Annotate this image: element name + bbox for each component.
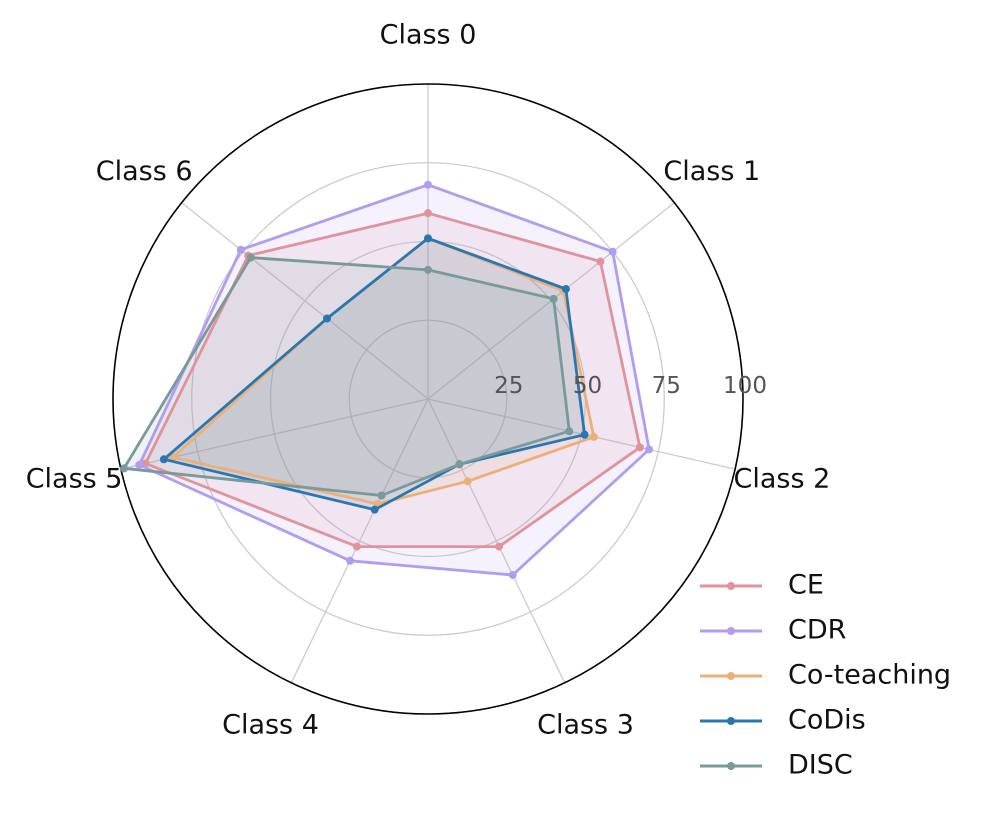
series-point-1-1 bbox=[608, 247, 617, 256]
category-label: Class 4 bbox=[222, 710, 319, 741]
series-line-4 bbox=[122, 256, 571, 497]
outer-frame bbox=[112, 83, 744, 715]
series-point-3-5 bbox=[159, 455, 168, 464]
series-point-1-0 bbox=[424, 180, 432, 189]
series-point-0-1 bbox=[596, 257, 605, 266]
category-label: Class 5 bbox=[26, 463, 123, 494]
axis-labels: 25 50 75 100 Class 0 Class 1 Class 2 Class 3 Cla… bbox=[26, 20, 831, 741]
series-point-4-2 bbox=[565, 427, 574, 436]
legend-label: CoDis bbox=[788, 705, 866, 736]
series-point-1-4 bbox=[346, 556, 355, 565]
series-point-2-3 bbox=[463, 477, 472, 486]
series-point-0-3 bbox=[495, 542, 504, 551]
series-point-4-6 bbox=[246, 253, 255, 262]
series-point-1-3 bbox=[508, 570, 517, 579]
category-label: Class 1 bbox=[663, 156, 760, 187]
series-area-3 bbox=[163, 238, 585, 510]
category-label: Class 3 bbox=[537, 710, 634, 741]
legend-marker bbox=[727, 672, 735, 680]
series-point-3-2 bbox=[580, 430, 589, 439]
series-point-4-4 bbox=[377, 491, 386, 500]
legend-label: DISC bbox=[788, 750, 853, 781]
legend-marker bbox=[727, 717, 735, 725]
series-point-3-1 bbox=[561, 285, 570, 294]
radial-tick-label: 100 bbox=[723, 373, 767, 399]
category-label: Class 2 bbox=[734, 463, 831, 494]
legend-label: CE bbox=[788, 570, 824, 601]
circular-gridline bbox=[191, 162, 665, 636]
grid-layer bbox=[112, 83, 744, 715]
series-lines bbox=[119, 180, 654, 579]
category-label: Class 0 bbox=[380, 20, 477, 51]
series-point-4-5 bbox=[119, 464, 128, 473]
category-label: Class 6 bbox=[96, 156, 193, 187]
series-point-0-0 bbox=[424, 209, 432, 218]
series-area-4 bbox=[124, 257, 570, 496]
legend-marker bbox=[727, 627, 735, 635]
series-point-0-2 bbox=[635, 443, 644, 452]
series-point-4-3 bbox=[455, 460, 464, 469]
series-point-3-4 bbox=[370, 505, 379, 514]
series-point-1-2 bbox=[645, 445, 654, 454]
radial-tick-label: 75 bbox=[652, 373, 681, 399]
series-point-4-1 bbox=[549, 294, 558, 303]
series-line-3 bbox=[162, 236, 586, 512]
series-point-2-5 bbox=[169, 453, 178, 462]
series-line-1 bbox=[137, 183, 651, 577]
series-point-2-2 bbox=[589, 432, 598, 441]
legend-label: Co-teaching bbox=[788, 660, 951, 691]
series-point-0-4 bbox=[352, 542, 361, 551]
series-fills bbox=[124, 184, 650, 576]
legend: CE CDR Co-teaching CoDis DISC bbox=[700, 570, 951, 781]
legend-marker bbox=[727, 582, 735, 590]
radial-tick-label: 50 bbox=[573, 373, 602, 399]
series-point-3-0 bbox=[424, 234, 432, 243]
series-point-1-6 bbox=[236, 245, 245, 254]
series-point-4-0 bbox=[424, 265, 432, 274]
series-point-1-5 bbox=[135, 460, 144, 469]
radial-tick-label: 25 bbox=[494, 373, 523, 399]
legend-label: CDR bbox=[788, 615, 846, 646]
series-point-3-6 bbox=[323, 314, 332, 323]
legend-marker bbox=[727, 762, 735, 770]
series-area-2 bbox=[173, 238, 594, 505]
